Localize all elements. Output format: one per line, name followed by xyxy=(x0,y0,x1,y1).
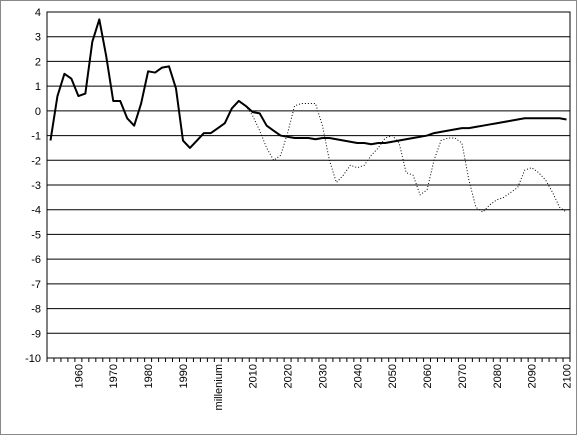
x-tick-label: 2100 xyxy=(562,364,574,388)
x-tick-label: 1990 xyxy=(178,364,190,388)
x-tick-label: millenium xyxy=(213,364,225,410)
x-tick-label: 2080 xyxy=(492,364,504,388)
x-tick-label: 2050 xyxy=(387,364,399,388)
x-tick-label: 2040 xyxy=(352,364,364,388)
y-tick-label: -9 xyxy=(31,328,41,340)
y-tick-label: -2 xyxy=(31,155,41,167)
y-tick-label: 4 xyxy=(35,7,41,19)
x-tick-label: 1960 xyxy=(73,364,85,388)
y-tick-label: 0 xyxy=(35,106,41,118)
x-tick-label: 2090 xyxy=(527,364,539,388)
y-tick-label: -10 xyxy=(25,353,41,365)
y-tick-label: 1 xyxy=(35,81,41,93)
y-tick-label: 2 xyxy=(35,56,41,68)
x-tick-label: 1970 xyxy=(108,364,120,388)
x-tick-label: 2020 xyxy=(283,364,295,388)
y-tick-label: -8 xyxy=(31,304,41,316)
x-tick-label: 2060 xyxy=(422,364,434,388)
y-tick-label: -5 xyxy=(31,229,41,241)
y-tick-label: 3 xyxy=(35,32,41,44)
y-tick-label: -3 xyxy=(31,180,41,192)
y-tick-label: -7 xyxy=(31,279,41,291)
y-tick-label: -6 xyxy=(31,254,41,266)
series-line xyxy=(245,102,567,213)
series-line xyxy=(49,18,567,149)
plot-area xyxy=(46,11,571,359)
x-tick-label: 2070 xyxy=(457,364,469,388)
x-tick-label: 1980 xyxy=(143,364,155,388)
y-tick-label: -4 xyxy=(31,205,41,217)
x-tick-label: 2030 xyxy=(317,364,329,388)
x-tick-label: 2010 xyxy=(248,364,260,388)
y-tick-label: -1 xyxy=(31,131,41,143)
